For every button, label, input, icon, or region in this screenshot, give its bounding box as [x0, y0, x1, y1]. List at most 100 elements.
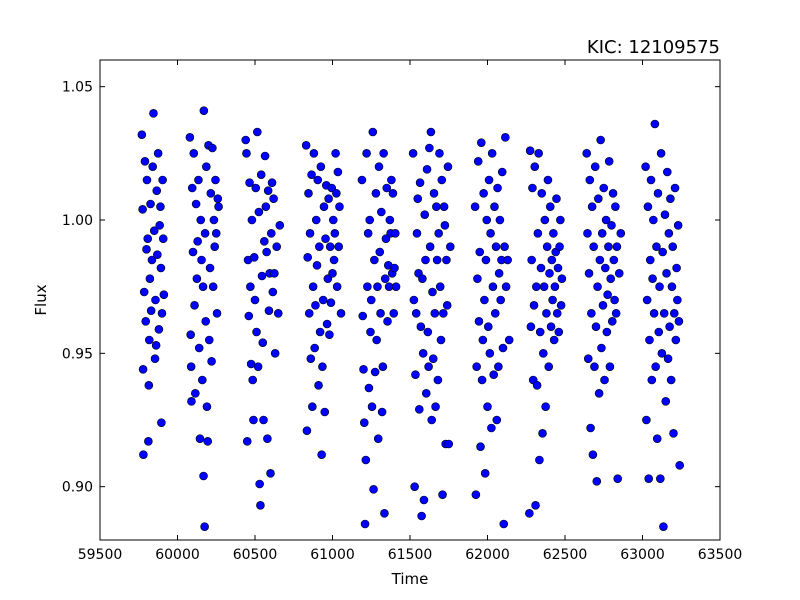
data-point	[608, 189, 618, 198]
data-point	[363, 229, 373, 238]
data-point	[489, 370, 499, 379]
data-point	[649, 215, 658, 225]
data-point	[210, 242, 219, 251]
data-point	[250, 295, 260, 305]
x-tick-label: 59500	[78, 547, 123, 563]
data-point	[434, 229, 443, 238]
data-point	[607, 221, 616, 230]
data-point	[437, 175, 447, 185]
data-point	[255, 479, 264, 489]
data-point	[616, 229, 626, 238]
data-point	[149, 109, 158, 118]
data-point	[318, 295, 328, 305]
data-point	[666, 194, 675, 203]
data-point	[583, 229, 592, 238]
data-point	[596, 135, 605, 145]
data-point	[534, 149, 543, 158]
data-point	[319, 202, 329, 211]
data-point	[202, 402, 212, 411]
data-point	[387, 175, 396, 185]
data-point	[200, 522, 209, 531]
data-point	[472, 362, 481, 371]
data-point	[436, 335, 446, 345]
data-point	[209, 215, 219, 225]
data-point	[415, 178, 425, 187]
data-point	[383, 317, 392, 326]
data-point	[325, 242, 335, 251]
data-point	[207, 357, 216, 366]
data-point	[186, 330, 195, 339]
data-point	[329, 255, 339, 265]
data-point	[600, 263, 610, 273]
data-point	[242, 437, 252, 446]
data-point	[156, 202, 165, 211]
data-point	[650, 119, 660, 129]
data-point	[409, 295, 419, 305]
data-point	[273, 309, 283, 318]
data-point	[153, 149, 163, 158]
y-tick-label: 0.95	[62, 346, 93, 362]
data-point	[324, 194, 333, 203]
data-point	[607, 317, 617, 326]
data-point	[251, 183, 261, 193]
data-point	[419, 495, 429, 505]
data-point	[138, 365, 148, 374]
data-point	[547, 255, 557, 265]
data-point	[470, 202, 480, 211]
data-point	[420, 210, 430, 219]
data-point	[675, 461, 685, 470]
data-point	[263, 186, 273, 195]
data-point	[302, 426, 312, 435]
data-point	[439, 202, 449, 211]
data-point	[249, 415, 258, 425]
data-point	[264, 306, 274, 315]
data-point	[428, 354, 438, 363]
data-point	[588, 450, 598, 459]
data-point	[656, 474, 665, 483]
data-point	[649, 309, 659, 318]
data-point	[611, 202, 620, 211]
data-point	[389, 309, 399, 318]
data-point	[303, 253, 313, 262]
data-point	[361, 455, 371, 465]
x-tick-label: 61500	[388, 547, 433, 563]
data-point	[308, 402, 317, 411]
data-point	[198, 282, 208, 291]
data-point	[525, 146, 535, 155]
data-point	[332, 189, 341, 198]
data-point	[601, 215, 611, 225]
data-point	[151, 295, 160, 305]
data-point	[275, 221, 285, 230]
chart-title: KIC: 12109575	[587, 37, 720, 58]
data-point	[377, 207, 386, 217]
data-point	[201, 317, 211, 326]
data-point	[242, 149, 251, 158]
data-point	[595, 255, 605, 265]
data-point	[542, 242, 552, 251]
data-point	[335, 202, 344, 211]
data-point	[659, 522, 668, 531]
data-point	[476, 138, 486, 147]
data-point	[527, 255, 536, 265]
data-point	[584, 269, 594, 278]
data-point	[590, 362, 599, 371]
data-point	[594, 194, 603, 203]
data-point	[249, 253, 259, 262]
data-point	[490, 309, 500, 318]
data-point	[435, 149, 444, 158]
data-point	[535, 455, 544, 465]
data-point	[442, 301, 452, 310]
data-point	[494, 269, 504, 278]
data-point	[357, 175, 367, 185]
y-axis: 0.90 0.95 1.00 1.05	[62, 80, 720, 496]
data-point	[487, 423, 496, 433]
x-axis-label: Time	[391, 570, 429, 588]
data-point	[155, 221, 164, 230]
data-point	[258, 338, 268, 347]
data-point	[211, 175, 220, 185]
data-point	[267, 178, 277, 187]
data-point	[442, 255, 451, 265]
data-point	[488, 282, 498, 291]
data-point	[498, 343, 508, 353]
data-point	[646, 175, 656, 185]
